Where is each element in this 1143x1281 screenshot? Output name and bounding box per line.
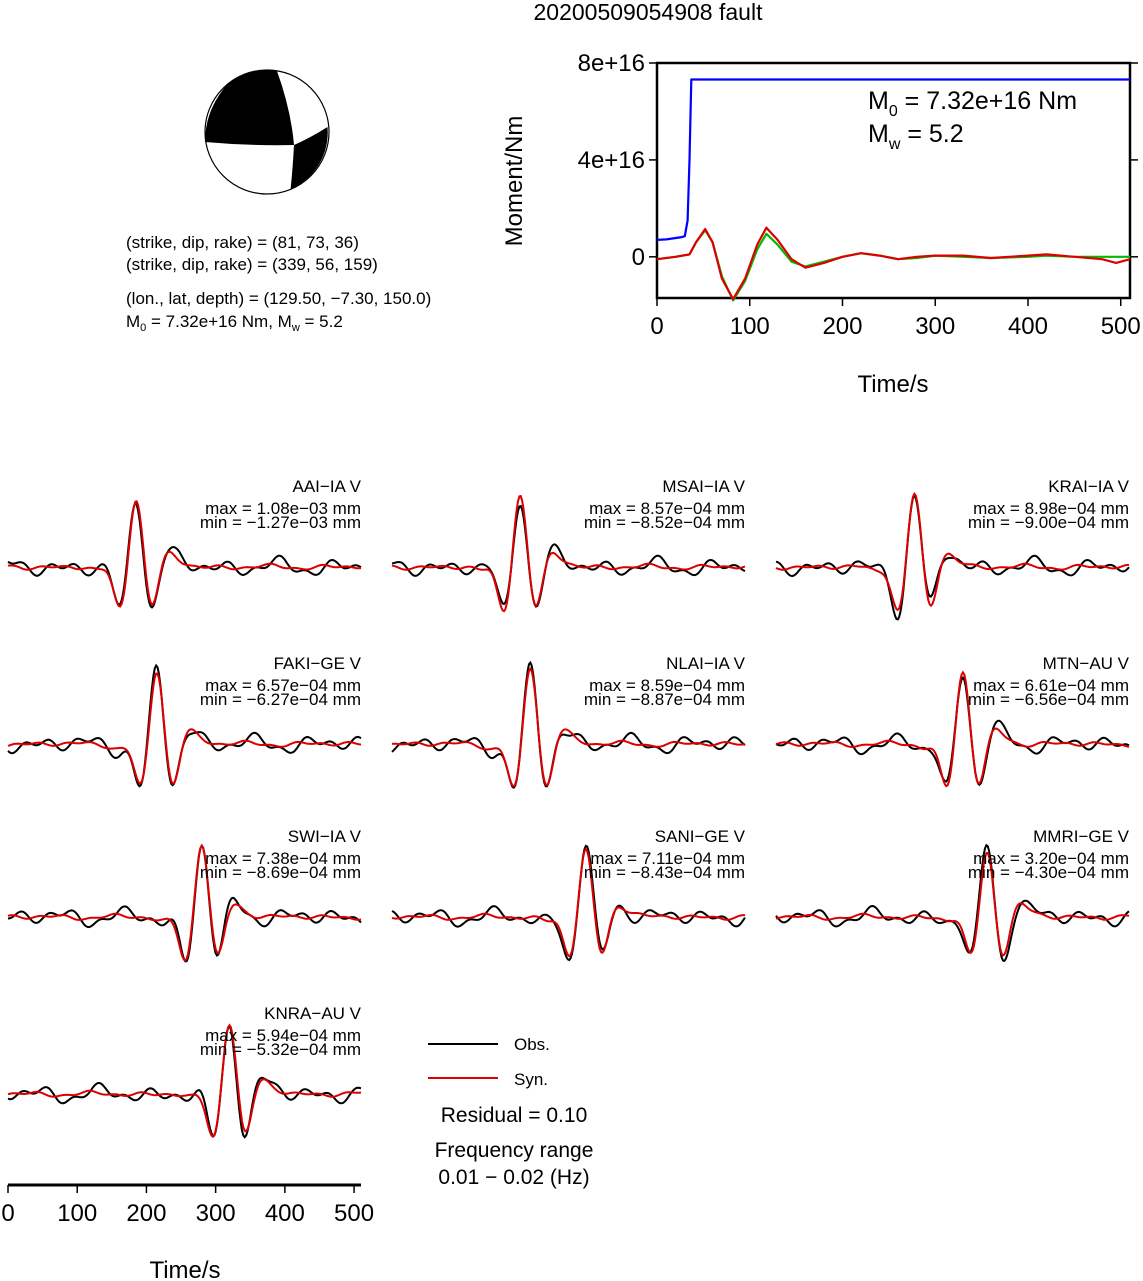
station-name: NLAI−IA V — [666, 654, 746, 673]
station-name: MMRI−GE V — [1033, 827, 1130, 846]
station-min: min = −5.32e−04 mm — [200, 1040, 361, 1059]
moment-series-2 — [656, 226, 1131, 301]
source-info: (strike, dip, rake) = (81, 73, 36) (stri… — [126, 233, 431, 334]
moment-xlabel: Time/s — [857, 371, 928, 398]
synthetic-trace — [7, 672, 362, 785]
station-max: max = 8.98e−04 mm — [973, 499, 1129, 518]
station-min: min = −8.52e−04 mm — [584, 513, 745, 532]
residual-text: Residual = 0.10 — [441, 1104, 588, 1127]
frequency-range-label: Frequency range — [435, 1139, 594, 1162]
station-name: FAKI−GE V — [274, 654, 362, 673]
moment-annotation-m0: M0 = 7.32e+16 Nm — [868, 87, 1077, 120]
synthetic-trace — [775, 852, 1130, 957]
beachball — [204, 69, 330, 195]
synthetic-trace — [391, 666, 746, 788]
station-min: min = −8.43e−04 mm — [584, 863, 745, 882]
synthetic-trace — [7, 500, 362, 608]
station-name: KNRA−AU V — [264, 1004, 361, 1023]
waveform-xlabel: Time/s — [149, 1257, 220, 1281]
observed-trace — [391, 504, 746, 608]
legend-syn-label: Syn. — [514, 1070, 548, 1089]
synthetic-trace — [775, 670, 1130, 788]
station-max: max = 1.08e−03 mm — [205, 499, 361, 518]
station-min: min = −6.56e−04 mm — [968, 690, 1129, 709]
observed-trace — [7, 1024, 362, 1139]
beachball-compression-quadrant-1 — [205, 70, 294, 146]
observed-trace — [391, 844, 746, 962]
station-max: max = 6.57e−04 mm — [205, 676, 361, 695]
synthetic-trace — [391, 847, 745, 958]
location-depth: (lon., lat, depth) = (129.50, −7.30, 150… — [126, 289, 431, 308]
station-min: min = −8.87e−04 mm — [584, 690, 745, 709]
synthetic-trace — [7, 844, 362, 962]
station-name: KRAI−IA V — [1048, 477, 1129, 496]
moment-xtick-label: 0 — [650, 313, 663, 340]
moment-xtick-label: 500 — [1101, 313, 1141, 340]
station-min: min = −9.00e−04 mm — [968, 513, 1129, 532]
waveform-xtick-label: 200 — [126, 1200, 166, 1227]
nodal-plane-2: (strike, dip, rake) = (339, 56, 159) — [126, 255, 378, 274]
station-max: max = 7.11e−04 mm — [590, 849, 745, 868]
station-max: max = 5.94e−04 mm — [205, 1026, 361, 1045]
station-name: SANI−GE V — [655, 827, 746, 846]
synthetic-trace — [7, 1023, 362, 1139]
moment-ytick-label: 8e+16 — [578, 50, 645, 77]
waveform-xtick-label: 0 — [1, 1200, 14, 1227]
station-min: min = −6.27e−04 mm — [200, 690, 361, 709]
nodal-plane-1: (strike, dip, rake) = (81, 73, 36) — [126, 233, 359, 252]
station-max: max = 7.38e−04 mm — [205, 849, 361, 868]
station-min: min = −1.27e−03 mm — [200, 513, 361, 532]
moment-ytick-label: 4e+16 — [578, 147, 645, 174]
waveform-time-axis: Time/s 0 100 200 300 400 500 — [1, 1183, 374, 1281]
waveform-legend: Obs. Syn. Residual = 0.10 Frequency rang… — [428, 1035, 593, 1189]
moment-xtick-label: 400 — [1008, 313, 1048, 340]
figure-title: 20200509054908 fault — [534, 0, 764, 25]
moment-ylabel: Moment/Nm — [501, 116, 528, 247]
observed-trace — [775, 494, 1130, 621]
station-name: SWI−IA V — [288, 827, 362, 846]
moment-magnitude-line: M0 = 7.32e+16 Nm, Mw = 5.2 — [126, 312, 343, 334]
legend-obs-label: Obs. — [514, 1035, 550, 1054]
waveform-xtick-label: 300 — [196, 1200, 236, 1227]
moment-plot-frame — [655, 61, 1132, 300]
station-name: AAI−IA V — [292, 477, 361, 496]
moment-time-chart: Moment/Nm Time/s M0 = 7.32e+16 Nm Mw = 5… — [501, 50, 1141, 398]
moment-xtick-label: 100 — [730, 313, 770, 340]
beachball-compression-quadrant-2 — [290, 127, 328, 190]
moment-annotation-mw: Mw = 5.2 — [868, 120, 964, 153]
station-max: max = 8.57e−04 mm — [589, 499, 745, 518]
moment-xtick-label: 300 — [915, 313, 955, 340]
waveform-xtick-label: 500 — [334, 1200, 374, 1227]
observed-trace — [391, 660, 746, 790]
synthetic-trace — [775, 492, 1129, 612]
station-name: MSAI−IA V — [662, 477, 745, 496]
waveform-xtick-label: 400 — [265, 1200, 305, 1227]
station-name: MTN−AU V — [1043, 654, 1130, 673]
synthetic-trace — [391, 494, 746, 613]
moment-ytick-label: 0 — [632, 244, 645, 271]
moment-series-0 — [656, 78, 1130, 241]
station-min: min = −4.30e−04 mm — [968, 863, 1129, 882]
waveform-xtick-label: 100 — [57, 1200, 97, 1227]
moment-xtick-label: 200 — [822, 313, 862, 340]
station-max: max = 8.59e−04 mm — [589, 676, 745, 695]
station-max: max = 6.61e−04 mm — [973, 676, 1129, 695]
frequency-range-value: 0.01 − 0.02 (Hz) — [438, 1166, 589, 1189]
station-max: max = 3.20e−04 mm — [973, 849, 1129, 868]
station-min: min = −8.69e−04 mm — [200, 863, 361, 882]
